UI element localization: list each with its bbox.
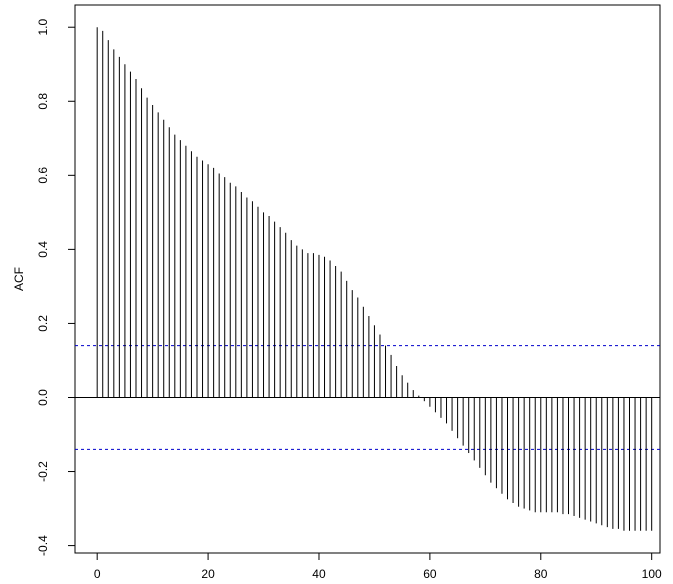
y-tick-label: -0.4 (36, 535, 50, 556)
y-axis-label: ACF (12, 267, 26, 291)
y-tick-label: 0.8 (36, 93, 50, 110)
x-tick-label: 20 (201, 567, 215, 581)
y-tick-label: 1.0 (36, 19, 50, 36)
y-tick-label: 0.2 (36, 315, 50, 332)
x-tick-label: 0 (94, 567, 101, 581)
x-tick-label: 40 (312, 567, 326, 581)
y-tick-label: 0.6 (36, 167, 50, 184)
y-tick-label: -0.2 (36, 461, 50, 482)
plot-box (74, 4, 661, 554)
x-tick-label: 100 (642, 567, 662, 581)
y-tick-label: 0.0 (36, 389, 50, 406)
y-tick-label: 0.4 (36, 241, 50, 258)
x-tick-label: 80 (534, 567, 548, 581)
x-tick-label: 60 (423, 567, 437, 581)
